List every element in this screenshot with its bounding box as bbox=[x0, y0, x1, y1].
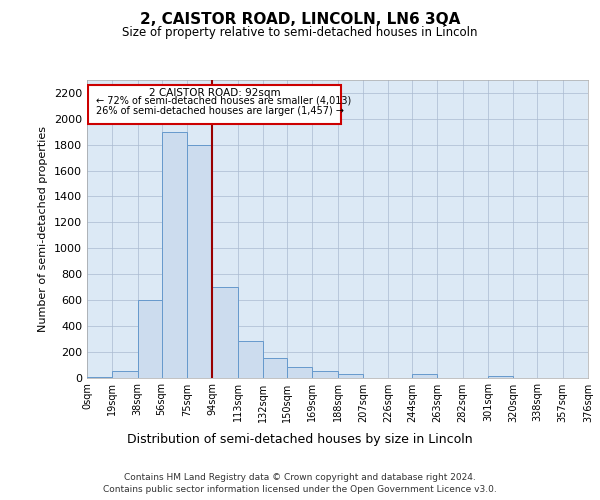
Bar bbox=[263, 358, 287, 378]
Text: Contains public sector information licensed under the Open Government Licence v3: Contains public sector information licen… bbox=[103, 485, 497, 494]
Bar bbox=[238, 342, 263, 378]
Bar bbox=[212, 287, 238, 378]
Bar bbox=[312, 371, 337, 378]
Bar bbox=[337, 374, 363, 378]
Bar bbox=[412, 374, 437, 378]
Text: 2, CAISTOR ROAD, LINCOLN, LN6 3QA: 2, CAISTOR ROAD, LINCOLN, LN6 3QA bbox=[140, 12, 460, 28]
Text: Size of property relative to semi-detached houses in Lincoln: Size of property relative to semi-detach… bbox=[122, 26, 478, 39]
Bar bbox=[112, 371, 137, 378]
Text: ← 72% of semi-detached houses are smaller (4,013): ← 72% of semi-detached houses are smalle… bbox=[97, 96, 352, 106]
Bar bbox=[137, 300, 161, 378]
Text: 26% of semi-detached houses are larger (1,457) →: 26% of semi-detached houses are larger (… bbox=[97, 106, 344, 116]
Bar bbox=[187, 144, 212, 378]
Bar bbox=[161, 132, 187, 378]
Text: Distribution of semi-detached houses by size in Lincoln: Distribution of semi-detached houses by … bbox=[127, 432, 473, 446]
Text: Contains HM Land Registry data © Crown copyright and database right 2024.: Contains HM Land Registry data © Crown c… bbox=[124, 472, 476, 482]
Bar bbox=[287, 367, 312, 378]
Bar bbox=[488, 376, 514, 378]
FancyBboxPatch shape bbox=[88, 85, 341, 124]
Bar bbox=[87, 377, 112, 378]
Y-axis label: Number of semi-detached properties: Number of semi-detached properties bbox=[38, 126, 49, 332]
Text: 2 CAISTOR ROAD: 92sqm: 2 CAISTOR ROAD: 92sqm bbox=[149, 88, 281, 98]
